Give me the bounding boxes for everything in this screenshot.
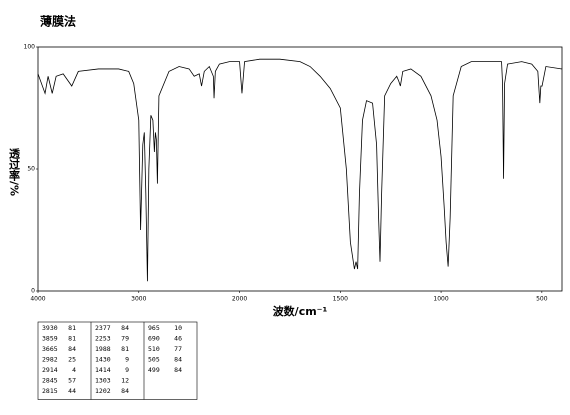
peak-transmittance: 57 (68, 377, 76, 385)
x-axis-label: 波数/cm⁻¹ (273, 304, 328, 318)
peak-wavenumber: 1414 (95, 366, 111, 374)
spectrum-line (37, 58, 563, 282)
y-tick-label: 0 (31, 288, 35, 295)
peak-transmittance: 84 (174, 366, 182, 374)
peak-wavenumber: 3930 (42, 324, 58, 332)
peak-transmittance: 84 (121, 324, 129, 332)
peak-transmittance: 12 (121, 377, 129, 385)
peak-transmittance: 46 (174, 335, 182, 343)
peak-transmittance: 10 (174, 324, 182, 332)
peak-transmittance: 25 (68, 356, 76, 364)
peak-wavenumber: 2377 (95, 324, 111, 332)
peak-wavenumber: 1988 (95, 345, 111, 353)
peak-wavenumber: 3665 (42, 345, 58, 353)
peak-transmittance: 9 (125, 366, 129, 374)
y-tick-label: 100 (24, 44, 36, 51)
peak-wavenumber: 1430 (95, 356, 111, 364)
peak-transmittance: 81 (121, 345, 129, 353)
peak-wavenumber: 690 (148, 335, 160, 343)
peak-transmittance: 81 (68, 335, 76, 343)
peak-transmittance: 84 (121, 387, 129, 395)
peak-wavenumber: 1202 (95, 387, 111, 395)
peak-wavenumber: 2982 (42, 356, 58, 364)
x-tick-label: 1500 (333, 296, 348, 303)
peak-transmittance: 84 (68, 345, 76, 353)
x-tick-label: 3000 (131, 296, 146, 303)
peak-wavenumber: 3859 (42, 335, 58, 343)
plot-frame (37, 46, 563, 292)
peak-transmittance: 44 (68, 387, 76, 395)
x-tick-label: 1000 (433, 296, 448, 303)
x-tick-label: 4000 (30, 296, 45, 303)
y-tick-label: 50 (27, 166, 35, 173)
peak-wavenumber: 505 (148, 356, 160, 364)
y-axis-label: 透过率/% (8, 148, 21, 196)
table-frame (37, 321, 198, 400)
peak-wavenumber: 965 (148, 324, 160, 332)
x-tick-label: 500 (536, 296, 548, 303)
chart-title: 薄膜法 (40, 14, 76, 29)
peak-transmittance: 9 (125, 356, 129, 364)
peak-wavenumber: 499 (148, 366, 160, 374)
peak-wavenumber: 2253 (95, 335, 111, 343)
peak-transmittance: 84 (174, 356, 182, 364)
peak-wavenumber: 1303 (95, 377, 111, 385)
x-tick-label: 2000 (232, 296, 247, 303)
peak-wavenumber: 2914 (42, 366, 58, 374)
peak-transmittance: 4 (72, 366, 76, 374)
peak-wavenumber: 2845 (42, 377, 58, 385)
peak-wavenumber: 2815 (42, 387, 58, 395)
peak-transmittance: 77 (174, 345, 182, 353)
peak-transmittance: 81 (68, 324, 76, 332)
peak-wavenumber: 510 (148, 345, 160, 353)
peak-transmittance: 79 (121, 335, 129, 343)
